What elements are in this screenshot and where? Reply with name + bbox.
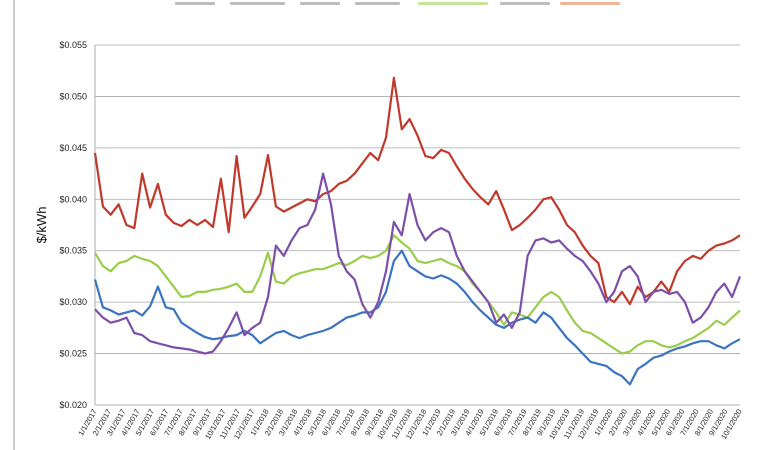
title-mark bbox=[500, 2, 550, 5]
title-mark bbox=[230, 2, 285, 5]
title-mark bbox=[560, 2, 620, 5]
series-line-3 bbox=[93, 249, 741, 386]
series-lines bbox=[93, 76, 742, 386]
y-tick-label: $0.040 bbox=[59, 194, 87, 204]
series-line-4 bbox=[94, 172, 742, 355]
title-mark bbox=[355, 2, 400, 5]
title-mark bbox=[300, 2, 340, 5]
y-tick-label: $0.020 bbox=[59, 400, 87, 410]
chart-title-area bbox=[0, 0, 778, 10]
y-axis-tick-labels: $0.020 $0.025 $0.030 $0.035 $0.040 $0.045 $0.0… bbox=[59, 40, 87, 410]
y-tick-label: $0.030 bbox=[59, 297, 87, 307]
y-axis-label: $/kWh bbox=[34, 207, 49, 244]
series-line-2 bbox=[94, 234, 741, 355]
y-tick-label: $0.025 bbox=[59, 349, 87, 359]
y-tick-label: $0.035 bbox=[59, 246, 87, 256]
series-line-1 bbox=[93, 76, 741, 306]
y-tick-label: $0.050 bbox=[59, 91, 87, 101]
title-mark bbox=[418, 2, 488, 5]
x-axis-tick-labels: 1/1/20172/1/20173/1/20174/1/20175/1/2017… bbox=[76, 408, 743, 441]
y-tick-label: $0.055 bbox=[59, 40, 87, 50]
title-mark bbox=[175, 2, 215, 5]
y-tick-label: $0.045 bbox=[59, 143, 87, 153]
